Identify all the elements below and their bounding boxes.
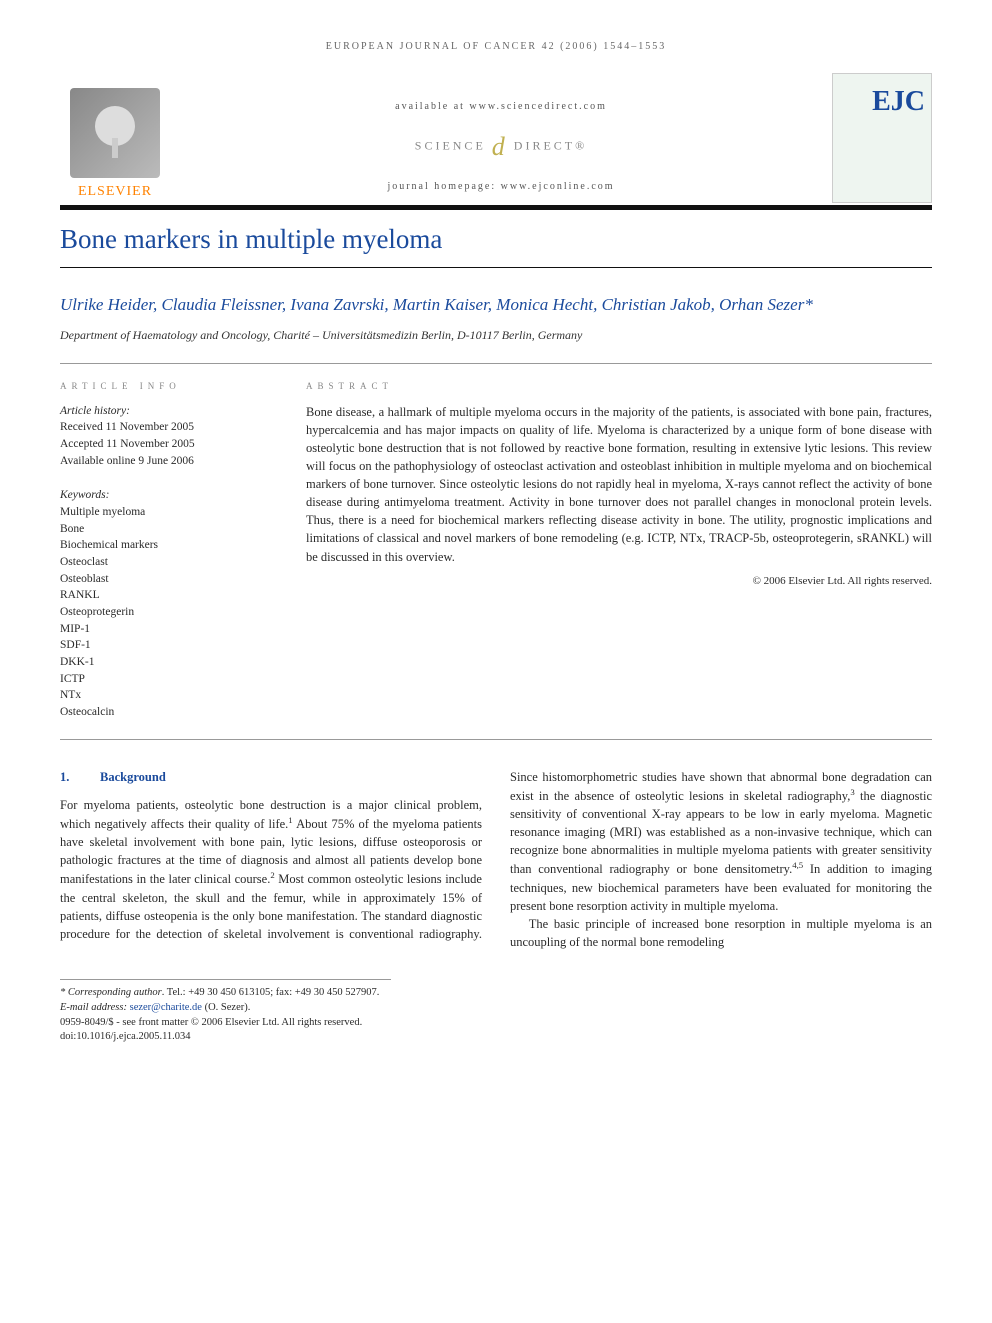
email-link[interactable]: sezer@charite.de bbox=[130, 1002, 202, 1013]
masthead-center: available at www.sciencedirect.com SCIEN… bbox=[170, 100, 832, 203]
sd-right: DIRECT® bbox=[514, 139, 587, 153]
keyword: Osteocalcin bbox=[60, 704, 270, 721]
abstract-head: ABSTRACT bbox=[306, 380, 932, 393]
keyword: Biochemical markers bbox=[60, 537, 270, 554]
section-title: Background bbox=[100, 770, 166, 784]
sd-at-icon: d bbox=[492, 132, 508, 161]
keyword: SDF-1 bbox=[60, 637, 270, 654]
front-matter-line: 0959-8049/$ - see front matter © 2006 El… bbox=[60, 1016, 932, 1031]
corr-label: * Corresponding author bbox=[60, 987, 162, 998]
journal-cover-thumb: EJC bbox=[832, 73, 932, 203]
running-head: EUROPEAN JOURNAL OF CANCER 42 (2006) 154… bbox=[60, 40, 932, 55]
section-number: 1. bbox=[60, 768, 100, 786]
history-accepted: Accepted 11 November 2005 bbox=[60, 436, 270, 453]
history-label: Article history: bbox=[60, 403, 270, 420]
abstract-copyright: © 2006 Elsevier Ltd. All rights reserved… bbox=[306, 574, 932, 590]
corr-text: . Tel.: +49 30 450 613105; fax: +49 30 4… bbox=[162, 987, 380, 998]
article-info-head: ARTICLE INFO bbox=[60, 380, 270, 393]
cover-badge: EJC bbox=[872, 82, 925, 123]
keyword: Osteoclast bbox=[60, 554, 270, 571]
elsevier-tree-icon bbox=[70, 88, 160, 178]
doi-line: doi:10.1016/j.ejca.2005.11.034 bbox=[60, 1030, 932, 1045]
keyword: ICTP bbox=[60, 671, 270, 688]
body-paragraph: The basic principle of increased bone re… bbox=[510, 915, 932, 951]
masthead: ELSEVIER available at www.sciencedirect.… bbox=[60, 73, 932, 203]
author-list: Ulrike Heider, Claudia Fleissner, Ivana … bbox=[60, 292, 932, 318]
history-online: Available online 9 June 2006 bbox=[60, 453, 270, 470]
affiliation: Department of Haematology and Oncology, … bbox=[60, 327, 932, 344]
publisher-name: ELSEVIER bbox=[60, 182, 170, 202]
keyword: DKK-1 bbox=[60, 654, 270, 671]
available-at: available at www.sciencedirect.com bbox=[170, 100, 832, 115]
title-bar: Bone markers in multiple myeloma bbox=[60, 205, 932, 268]
history-received: Received 11 November 2005 bbox=[60, 419, 270, 436]
keyword: Bone bbox=[60, 521, 270, 538]
keyword: RANKL bbox=[60, 587, 270, 604]
section-heading-1: 1.Background bbox=[60, 768, 482, 786]
sd-left: SCIENCE bbox=[415, 139, 486, 153]
keywords-label: Keywords: bbox=[60, 487, 270, 504]
publisher-logo: ELSEVIER bbox=[60, 88, 170, 202]
email-label: E-mail address: bbox=[60, 1002, 130, 1013]
keyword: Osteoblast bbox=[60, 571, 270, 588]
abstract-text: Bone disease, a hallmark of multiple mye… bbox=[306, 403, 932, 566]
article-title: Bone markers in multiple myeloma bbox=[60, 220, 932, 259]
info-abstract-row: ARTICLE INFO Article history: Received 1… bbox=[60, 363, 932, 740]
footnote-separator bbox=[60, 979, 391, 980]
keyword: Multiple myeloma bbox=[60, 504, 270, 521]
article-info-col: ARTICLE INFO Article history: Received 1… bbox=[60, 380, 270, 721]
email-tail: (O. Sezer). bbox=[202, 1002, 250, 1013]
ref-sup: 4,5 bbox=[792, 860, 803, 870]
keywords-block: Keywords: Multiple myeloma Bone Biochemi… bbox=[60, 487, 270, 720]
email-line: E-mail address: sezer@charite.de (O. Sez… bbox=[60, 1001, 932, 1016]
footnotes: * Corresponding author. Tel.: +49 30 450… bbox=[60, 986, 932, 1045]
keyword: NTx bbox=[60, 687, 270, 704]
abstract-col: ABSTRACT Bone disease, a hallmark of mul… bbox=[306, 380, 932, 721]
journal-homepage: journal homepage: www.ejconline.com bbox=[170, 180, 832, 195]
corresponding-author: * Corresponding author. Tel.: +49 30 450… bbox=[60, 986, 932, 1001]
keyword: Osteoprotegerin bbox=[60, 604, 270, 621]
sciencedirect-logo: SCIENCE d DIRECT® bbox=[170, 128, 832, 166]
body-columns: 1.Background For myeloma patients, osteo… bbox=[60, 768, 932, 952]
keyword: MIP-1 bbox=[60, 621, 270, 638]
